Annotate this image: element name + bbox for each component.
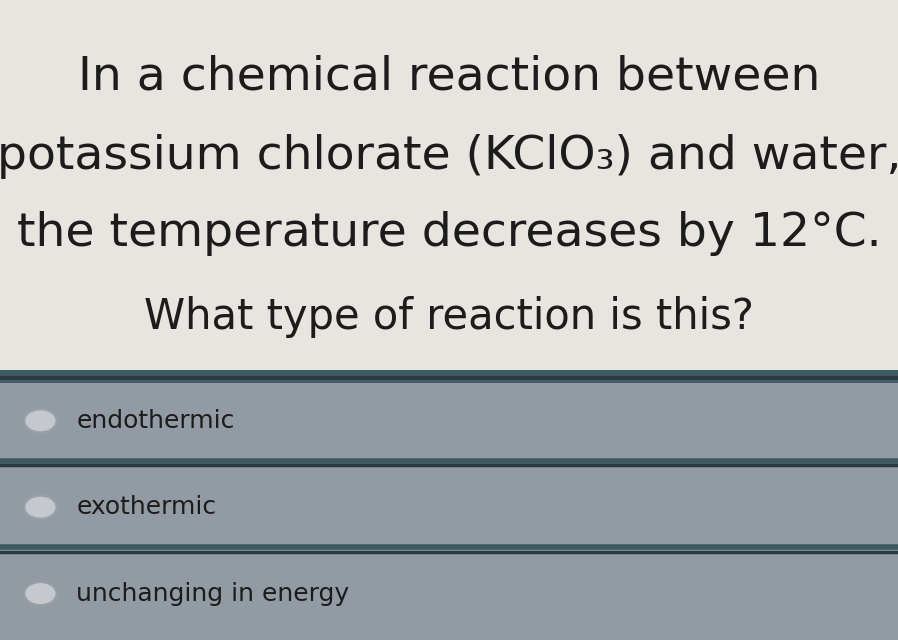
- FancyBboxPatch shape: [0, 0, 898, 381]
- Circle shape: [24, 410, 57, 433]
- Circle shape: [24, 582, 57, 605]
- Text: In a chemical reaction between: In a chemical reaction between: [78, 54, 820, 99]
- Text: What type of reaction is this?: What type of reaction is this?: [144, 296, 754, 338]
- Text: exothermic: exothermic: [76, 495, 216, 519]
- FancyBboxPatch shape: [0, 381, 898, 640]
- FancyBboxPatch shape: [0, 554, 898, 640]
- FancyBboxPatch shape: [0, 467, 898, 554]
- Circle shape: [24, 495, 57, 518]
- Text: the temperature decreases by 12°C.: the temperature decreases by 12°C.: [17, 211, 881, 256]
- Text: potassium chlorate (KClO₃) and water,: potassium chlorate (KClO₃) and water,: [0, 134, 898, 179]
- Text: endothermic: endothermic: [76, 409, 234, 433]
- Text: unchanging in energy: unchanging in energy: [76, 582, 349, 605]
- FancyBboxPatch shape: [0, 381, 898, 467]
